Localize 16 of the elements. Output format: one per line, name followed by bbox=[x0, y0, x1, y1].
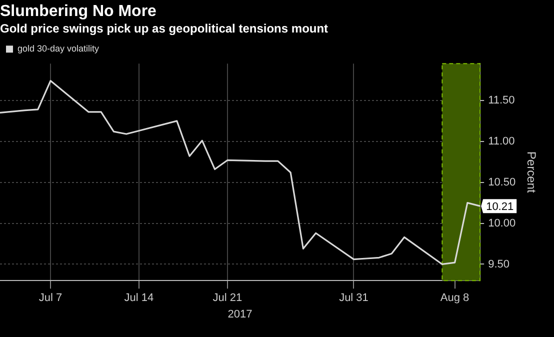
y-tick-label: 11.50 bbox=[488, 94, 515, 106]
y-axis-title: Percent bbox=[524, 151, 538, 194]
chart-title: Slumbering No More bbox=[0, 3, 157, 20]
x-tick-label: Jul 14 bbox=[124, 292, 154, 304]
x-tick-label: Jul 7 bbox=[38, 292, 62, 304]
legend-label: gold 30-day volatility bbox=[18, 44, 100, 54]
x-axis-title: 2017 bbox=[228, 308, 252, 320]
x-tick-label: Aug 8 bbox=[440, 292, 470, 304]
y-tick-label: 10.50 bbox=[488, 176, 516, 188]
x-tick-label: Jul 21 bbox=[212, 292, 242, 304]
data-label: 10.21 bbox=[486, 201, 514, 214]
y-tick-label: 9.50 bbox=[488, 258, 510, 270]
chart-subtitle: Gold price swings pick up as geopolitical tensions mount bbox=[0, 22, 328, 36]
y-tick-label: 11.00 bbox=[488, 135, 515, 148]
x-tick-label: Jul 31 bbox=[339, 292, 368, 304]
y-tick-label: 10.00 bbox=[488, 217, 516, 230]
